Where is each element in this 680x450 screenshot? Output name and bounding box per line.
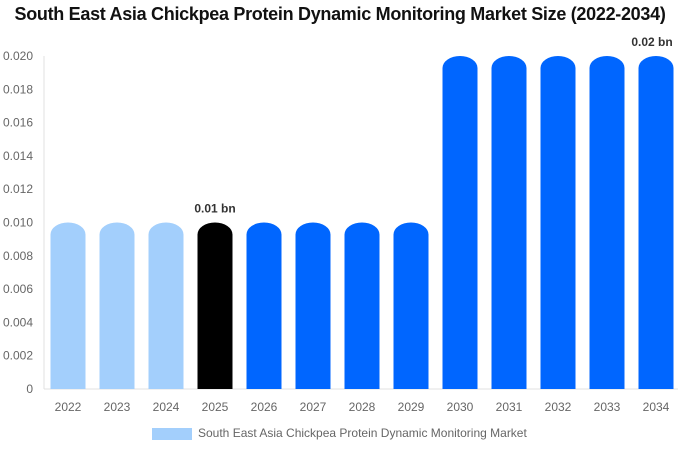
data-label: 0.01 bn [194, 202, 235, 216]
bar-2027 [295, 222, 331, 389]
y-tick-label: 0.006 [3, 282, 33, 296]
x-tick-label: 2022 [55, 400, 82, 414]
y-tick-label: 0.014 [3, 149, 33, 163]
bar-2024 [148, 222, 184, 389]
legend-label: South East Asia Chickpea Protein Dynamic… [198, 426, 527, 440]
x-tick-label: 2027 [300, 400, 327, 414]
x-tick-label: 2032 [545, 400, 572, 414]
bar-2030 [442, 56, 478, 390]
x-tick-label: 2034 [643, 400, 670, 414]
bar-2032 [540, 56, 576, 390]
y-tick-label: 0.020 [3, 49, 33, 63]
legend-swatch [152, 428, 192, 440]
bar-2029 [393, 222, 429, 389]
bar-2028 [344, 222, 380, 389]
y-tick-label: 0.010 [3, 216, 33, 230]
bar-2022 [50, 222, 86, 389]
x-tick-label: 2029 [398, 400, 425, 414]
y-tick-label: 0.016 [3, 116, 33, 130]
data-label: 0.02 bn [631, 35, 672, 49]
bar-2033 [589, 56, 625, 390]
y-tick-label: 0.002 [3, 349, 33, 363]
x-tick-label: 2026 [251, 400, 278, 414]
y-tick-label: 0 [26, 382, 33, 396]
y-tick-label: 0.018 [3, 82, 33, 96]
x-tick-label: 2030 [447, 400, 474, 414]
x-tick-label: 2023 [104, 400, 131, 414]
bar-2034 [638, 56, 674, 390]
chart-title: South East Asia Chickpea Protein Dynamic… [14, 4, 666, 24]
bar-2023 [99, 222, 135, 389]
y-tick-label: 0.004 [3, 315, 33, 329]
x-tick-label: 2024 [153, 400, 180, 414]
y-tick-label: 0.008 [3, 249, 33, 263]
y-tick-label: 0.012 [3, 182, 33, 196]
x-tick-label: 2028 [349, 400, 376, 414]
x-tick-label: 2031 [496, 400, 523, 414]
bar-2025 [197, 222, 233, 389]
x-tick-label: 2025 [202, 400, 229, 414]
bar-2031 [491, 56, 527, 390]
x-tick-label: 2033 [594, 400, 621, 414]
bar-2026 [246, 222, 282, 389]
